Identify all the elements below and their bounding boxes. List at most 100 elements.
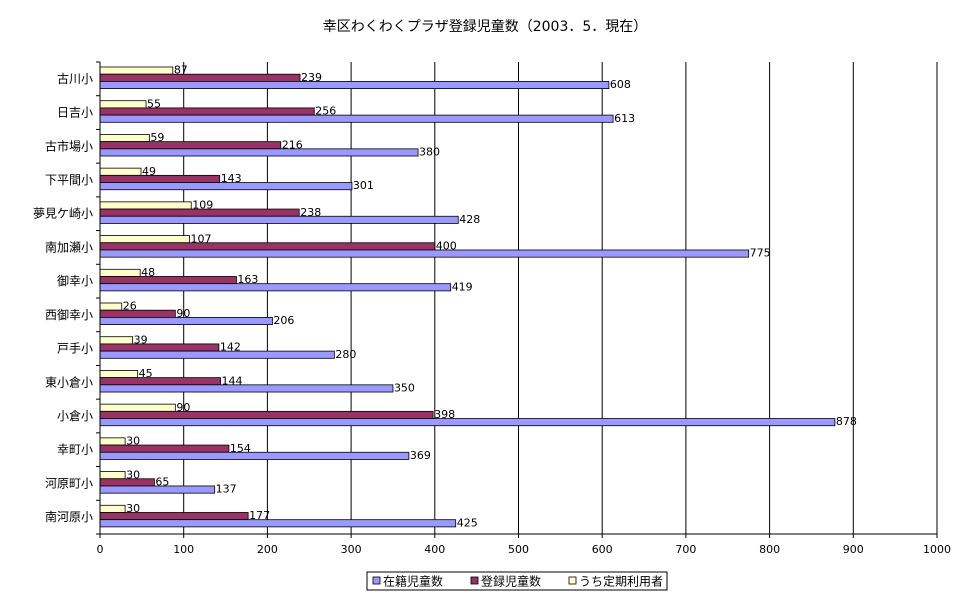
data-label: 30 bbox=[126, 435, 140, 448]
data-label: 775 bbox=[750, 247, 771, 260]
data-label: 369 bbox=[410, 449, 431, 462]
category-label: 下平間小 bbox=[45, 173, 93, 187]
data-label: 400 bbox=[436, 239, 457, 252]
data-label: 216 bbox=[282, 138, 303, 151]
bar bbox=[99, 268, 141, 277]
category-label: 古川小 bbox=[57, 71, 93, 86]
bars bbox=[99, 66, 836, 528]
data-label: 398 bbox=[434, 408, 455, 421]
data-label: 154 bbox=[230, 442, 251, 455]
data-label: 87 bbox=[174, 64, 188, 77]
bar bbox=[99, 167, 142, 176]
category-label: 日吉小 bbox=[57, 106, 93, 120]
data-label: 142 bbox=[220, 341, 241, 354]
data-label: 206 bbox=[273, 314, 294, 327]
data-label: 163 bbox=[237, 273, 258, 286]
axes: 0 100 200 300 400 500 600 700 800 900 1000 古川小日吉小古市… bbox=[33, 61, 951, 556]
bar bbox=[99, 418, 836, 427]
data-label: 30 bbox=[126, 502, 140, 515]
bar bbox=[99, 100, 147, 109]
bar bbox=[99, 504, 126, 513]
data-label: 90 bbox=[176, 401, 190, 414]
bar bbox=[99, 134, 150, 143]
legend-label: 在籍児童数 bbox=[383, 574, 443, 589]
bar bbox=[99, 519, 457, 528]
bar bbox=[99, 141, 282, 150]
category-label: 東小倉小 bbox=[45, 374, 93, 389]
category-label: 河原町小 bbox=[45, 476, 93, 490]
x-tick-label: 300 bbox=[341, 543, 362, 556]
category-label: 南加瀬小 bbox=[45, 239, 93, 254]
x-tick-label: 1000 bbox=[923, 543, 951, 556]
data-label: 419 bbox=[452, 280, 473, 293]
x-tick-label: 800 bbox=[759, 543, 780, 556]
bar bbox=[99, 437, 126, 446]
data-label: 878 bbox=[836, 415, 857, 428]
bar bbox=[99, 403, 176, 412]
bar bbox=[99, 384, 394, 393]
bar bbox=[99, 107, 315, 116]
x-tick-label: 0 bbox=[97, 543, 104, 556]
bar bbox=[99, 309, 176, 318]
bar bbox=[99, 370, 139, 379]
bar bbox=[99, 215, 459, 224]
data-label: 109 bbox=[192, 199, 213, 212]
data-label: 59 bbox=[150, 131, 164, 144]
chart-title: 幸区わくわくプラザ登録児童数（2003．5．現在） bbox=[322, 19, 648, 35]
data-label: 238 bbox=[300, 206, 321, 219]
data-label: 239 bbox=[301, 71, 322, 84]
data-label: 608 bbox=[610, 78, 631, 91]
bar bbox=[99, 201, 192, 210]
data-label: 177 bbox=[249, 509, 270, 522]
x-tick-label: 900 bbox=[843, 543, 864, 556]
data-label: 144 bbox=[222, 374, 243, 387]
bar bbox=[99, 471, 126, 480]
bar bbox=[99, 512, 249, 521]
x-tick-label: 400 bbox=[424, 543, 445, 556]
data-label: 107 bbox=[191, 232, 212, 245]
data-label: 45 bbox=[139, 367, 153, 380]
data-label: 137 bbox=[216, 483, 237, 496]
category-label: 南河原小 bbox=[45, 509, 93, 524]
data-label: 613 bbox=[614, 112, 635, 125]
bar bbox=[99, 410, 434, 419]
category-label: 幸町小 bbox=[57, 443, 93, 457]
category-label: 戸手小 bbox=[57, 342, 93, 356]
legend-swatch bbox=[568, 576, 577, 585]
data-label: 39 bbox=[134, 333, 148, 346]
bar bbox=[99, 148, 419, 157]
category-label: 御幸小 bbox=[57, 273, 93, 288]
data-label: 48 bbox=[141, 266, 155, 279]
data-label: 143 bbox=[221, 172, 242, 185]
category-label: 夢見ケ崎小 bbox=[33, 207, 93, 221]
data-label: 350 bbox=[394, 382, 415, 395]
bar bbox=[99, 451, 410, 460]
bar bbox=[99, 343, 220, 352]
bar bbox=[99, 350, 335, 359]
legend-label: うち定期利用者 bbox=[579, 574, 663, 589]
data-label: 428 bbox=[459, 213, 480, 226]
data-label: 425 bbox=[457, 516, 478, 529]
category-label: 西御幸小 bbox=[45, 307, 93, 322]
bar bbox=[99, 81, 610, 90]
data-labels: 87 239 608 55 256 613 59 216 380 49 143 301 109 238 42… bbox=[123, 64, 857, 530]
bar bbox=[99, 336, 134, 345]
bar bbox=[99, 276, 237, 285]
data-label: 380 bbox=[419, 146, 440, 159]
x-tick-label: 600 bbox=[592, 543, 613, 556]
data-label: 55 bbox=[147, 97, 161, 110]
data-label: 280 bbox=[335, 348, 356, 361]
gridlines bbox=[183, 62, 938, 534]
category-label: 古市場小 bbox=[45, 138, 93, 153]
data-label: 90 bbox=[176, 307, 190, 320]
bar bbox=[99, 242, 436, 251]
data-label: 49 bbox=[142, 165, 156, 178]
data-label: 301 bbox=[353, 179, 374, 192]
data-label: 30 bbox=[126, 468, 140, 481]
bar bbox=[99, 66, 174, 75]
bar bbox=[99, 235, 190, 244]
legend-label: 登録児童数 bbox=[481, 574, 541, 589]
bar bbox=[99, 302, 123, 311]
category-label: 小倉小 bbox=[57, 408, 93, 423]
